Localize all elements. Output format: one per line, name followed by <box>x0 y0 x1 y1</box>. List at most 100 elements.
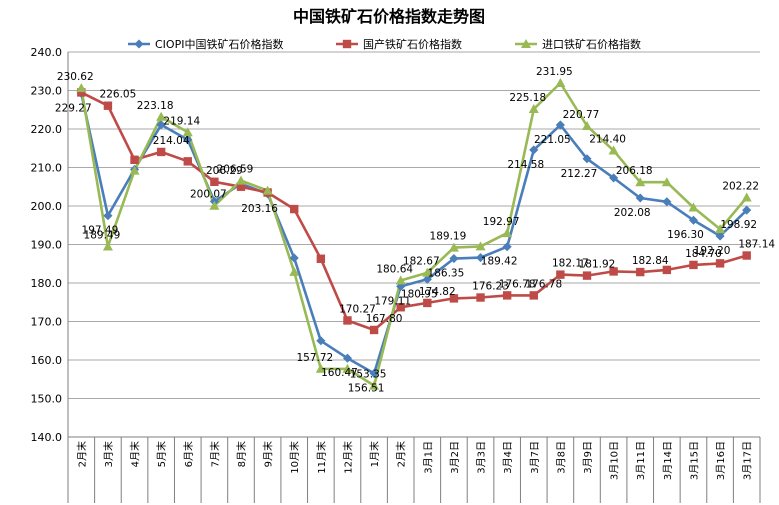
data-label-imported: 230.62 <box>57 71 94 83</box>
data-label-ciopi: 221.05 <box>534 134 571 146</box>
data-point-domestic <box>449 294 459 303</box>
data-label-domestic: 176.78 <box>525 278 562 290</box>
data-label-ciopi: 203.16 <box>241 203 278 215</box>
data-point-imported <box>502 228 513 238</box>
data-label-imported: 220.77 <box>563 109 600 121</box>
data-point-imported <box>156 111 167 121</box>
data-point-domestic <box>396 303 405 312</box>
data-point-imported <box>262 185 273 195</box>
y-tick-label: 180.0 <box>31 277 63 290</box>
data-label-domestic: 214.04 <box>153 135 190 147</box>
y-tick-label: 210.0 <box>31 162 63 175</box>
data-label-imported: 192.97 <box>483 216 520 228</box>
data-point-ciopi <box>396 281 406 292</box>
data-label-imported: 157.72 <box>296 352 333 364</box>
x-tick-label: 3月7日 <box>529 441 541 474</box>
data-label-ciopi: 192.20 <box>694 245 731 257</box>
data-point-domestic <box>476 293 485 302</box>
data-label-domestic: 174.82 <box>419 286 456 298</box>
data-point-domestic <box>609 267 618 276</box>
data-label-domestic: 182.84 <box>632 255 669 267</box>
y-tick-label: 230.0 <box>31 85 63 98</box>
series-line-domestic <box>80 91 748 332</box>
x-tick-label: 4月末 <box>129 441 142 467</box>
data-point-imported <box>475 241 486 251</box>
plot-area <box>76 77 752 390</box>
data-point-ciopi <box>289 253 299 263</box>
x-tick-label: 3月3日 <box>476 441 488 474</box>
data-point-imported <box>369 380 380 390</box>
data-point-domestic <box>423 298 432 308</box>
data-point-domestic <box>236 182 246 191</box>
series-line-ciopi <box>80 93 748 375</box>
data-point-imported <box>209 200 220 210</box>
x-tick-label: 3月4日 <box>502 441 514 474</box>
data-label-domestic: 184.70 <box>685 248 722 260</box>
legend-marker <box>134 39 144 49</box>
data-point-imported <box>715 224 726 234</box>
x-tick-label: 1月末 <box>368 441 381 467</box>
x-tick-label: 3月9日 <box>582 441 594 474</box>
data-label-ciopi: 196.30 <box>667 229 704 241</box>
y-axis: 140.0 150.0 160.0 170.0 180.0 190.0 200.0 210.0… <box>31 46 69 444</box>
x-tick-label: 3月17日 <box>742 441 754 480</box>
series-line-imported <box>80 81 748 387</box>
data-point-domestic <box>502 291 512 300</box>
data-point-imported <box>422 267 433 277</box>
data-point-imported <box>688 202 699 212</box>
data-point-imported <box>315 363 326 373</box>
data-point-ciopi <box>688 215 699 225</box>
y-tick-label: 140.0 <box>31 431 63 444</box>
x-tick-label: 3月16日 <box>715 441 727 480</box>
data-point-imported <box>102 241 113 251</box>
data-point-ciopi <box>715 231 725 241</box>
data-label-imported: 219.14 <box>163 115 200 127</box>
y-tick-label: 190.0 <box>31 239 63 252</box>
data-label-domestic: 176.78 <box>499 278 536 290</box>
data-point-domestic <box>715 259 725 268</box>
data-label-ciopi: 186.35 <box>428 268 465 280</box>
x-tick-label: 6月末 <box>182 441 195 467</box>
x-tick-label: 3月10日 <box>609 441 621 480</box>
data-label-domestic: 167.80 <box>366 313 403 325</box>
data-point-ciopi <box>742 205 752 215</box>
data-point-imported <box>555 77 566 87</box>
data-point-domestic <box>343 316 352 325</box>
data-point-domestic <box>77 88 86 97</box>
legend-marker <box>342 39 352 49</box>
data-point-imported <box>448 242 459 252</box>
x-axis: 2月末 3月末 4月末 5月末 6月末 7月末 8月末 9月末 10月末 11月末 12月末 1月末 2… <box>67 436 761 503</box>
data-point-imported <box>528 104 539 114</box>
data-point-imported <box>129 165 140 175</box>
data-point-ciopi <box>608 173 619 183</box>
data-label-imported: 202.22 <box>722 180 759 192</box>
data-point-imported <box>661 177 672 187</box>
data-point-domestic <box>369 325 379 335</box>
x-tick-label: 3月8日 <box>555 441 567 474</box>
data-point-imported <box>182 127 193 137</box>
x-tick-label: 12月末 <box>341 441 354 474</box>
x-tick-label: 3月2日 <box>449 441 461 474</box>
data-point-domestic <box>529 291 538 300</box>
data-point-ciopi <box>369 368 379 379</box>
data-point-imported <box>289 266 300 276</box>
data-point-domestic <box>130 155 139 164</box>
data-labels: 229.27197.49203.16160.47156.51179.11180.… <box>55 66 775 394</box>
x-tick-label: 5月末 <box>155 441 168 467</box>
x-tick-label: 7月末 <box>208 441 221 467</box>
data-point-ciopi <box>555 120 566 130</box>
data-point-ciopi <box>422 274 432 284</box>
data-point-ciopi <box>582 154 592 164</box>
data-label-domestic: 206.29 <box>206 165 243 177</box>
x-tick-label: 3月末 <box>102 441 115 467</box>
data-label-ciopi: 212.27 <box>561 168 598 180</box>
data-point-ciopi <box>342 353 353 363</box>
data-label-domestic: 170.27 <box>339 303 376 315</box>
data-point-domestic <box>316 254 326 263</box>
data-label-domestic: 182.17 <box>552 258 589 270</box>
legend-label: 国产铁矿石价格指数 <box>363 37 462 51</box>
x-tick-label: 3月15日 <box>688 441 700 480</box>
data-label-imported: 225.18 <box>509 92 546 104</box>
data-label-ciopi: 160.47 <box>321 367 358 379</box>
